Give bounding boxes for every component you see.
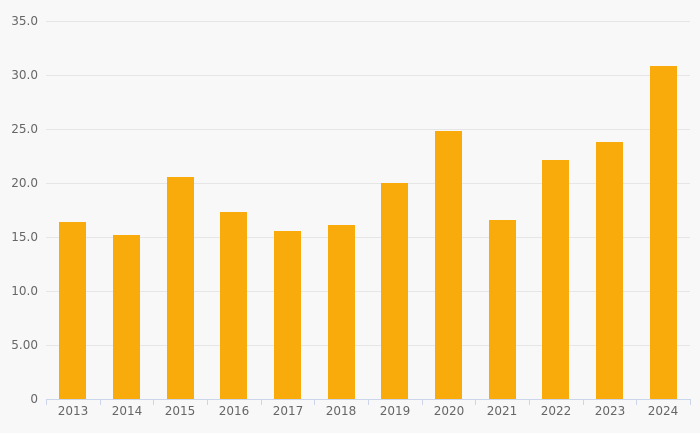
y-axis-tick-label: 25.0	[11, 122, 38, 136]
x-axis-tick	[261, 399, 262, 405]
x-axis-label-2015: 2015	[164, 404, 196, 418]
x-axis-tick	[422, 399, 423, 405]
x-axis-tick	[368, 399, 369, 405]
x-axis-label-2014: 2014	[111, 404, 143, 418]
bar-2024[interactable]	[650, 66, 677, 399]
bar-2015[interactable]	[167, 177, 194, 399]
x-axis-label-2020: 2020	[433, 404, 465, 418]
x-axis-tick	[207, 399, 208, 405]
x-axis-tick	[475, 399, 476, 405]
y-axis-tick-label: 0	[30, 392, 38, 406]
bar-2020[interactable]	[435, 131, 462, 399]
gridline-5.00	[46, 345, 690, 346]
x-axis-label-2021: 2021	[486, 404, 518, 418]
gridline-25.0	[46, 129, 690, 130]
gridline-10.0	[46, 291, 690, 292]
x-axis-tick	[100, 399, 101, 405]
bar-2017[interactable]	[274, 231, 301, 399]
x-axis-tick	[636, 399, 637, 405]
bar-2019[interactable]	[381, 183, 408, 399]
y-axis-tick-label: 20.0	[11, 176, 38, 190]
gridline-35.0	[46, 21, 690, 22]
bar-2018[interactable]	[328, 225, 355, 399]
x-axis-label-2024: 2024	[647, 404, 679, 418]
gridline-30.0	[46, 75, 690, 76]
gridline-20.0	[46, 183, 690, 184]
x-axis-label-2018: 2018	[325, 404, 357, 418]
x-axis-tick	[690, 399, 691, 405]
x-axis-label-2016: 2016	[218, 404, 250, 418]
x-axis-tick	[314, 399, 315, 405]
x-axis-label-2019: 2019	[379, 404, 411, 418]
bar-2016[interactable]	[220, 212, 247, 399]
x-axis-tick	[529, 399, 530, 405]
x-axis-label-2013: 2013	[57, 404, 89, 418]
x-axis-tick	[583, 399, 584, 405]
y-axis-tick-label: 35.0	[11, 14, 38, 28]
gridline-15.0	[46, 237, 690, 238]
x-axis-label-2023: 2023	[594, 404, 626, 418]
x-axis-tick	[153, 399, 154, 405]
bar-2023[interactable]	[596, 142, 623, 399]
y-axis-tick-label: 30.0	[11, 68, 38, 82]
bar-2013[interactable]	[59, 222, 86, 399]
bar-2014[interactable]	[113, 235, 140, 399]
y-axis-tick-label: 15.0	[11, 230, 38, 244]
y-axis-tick-label: 5.00	[11, 338, 38, 352]
x-axis-label-2017: 2017	[272, 404, 304, 418]
bar-2022[interactable]	[542, 160, 569, 399]
y-axis-tick-label: 10.0	[11, 284, 38, 298]
x-axis-tick	[46, 399, 47, 405]
x-axis-label-2022: 2022	[540, 404, 572, 418]
bar-2021[interactable]	[489, 220, 516, 399]
